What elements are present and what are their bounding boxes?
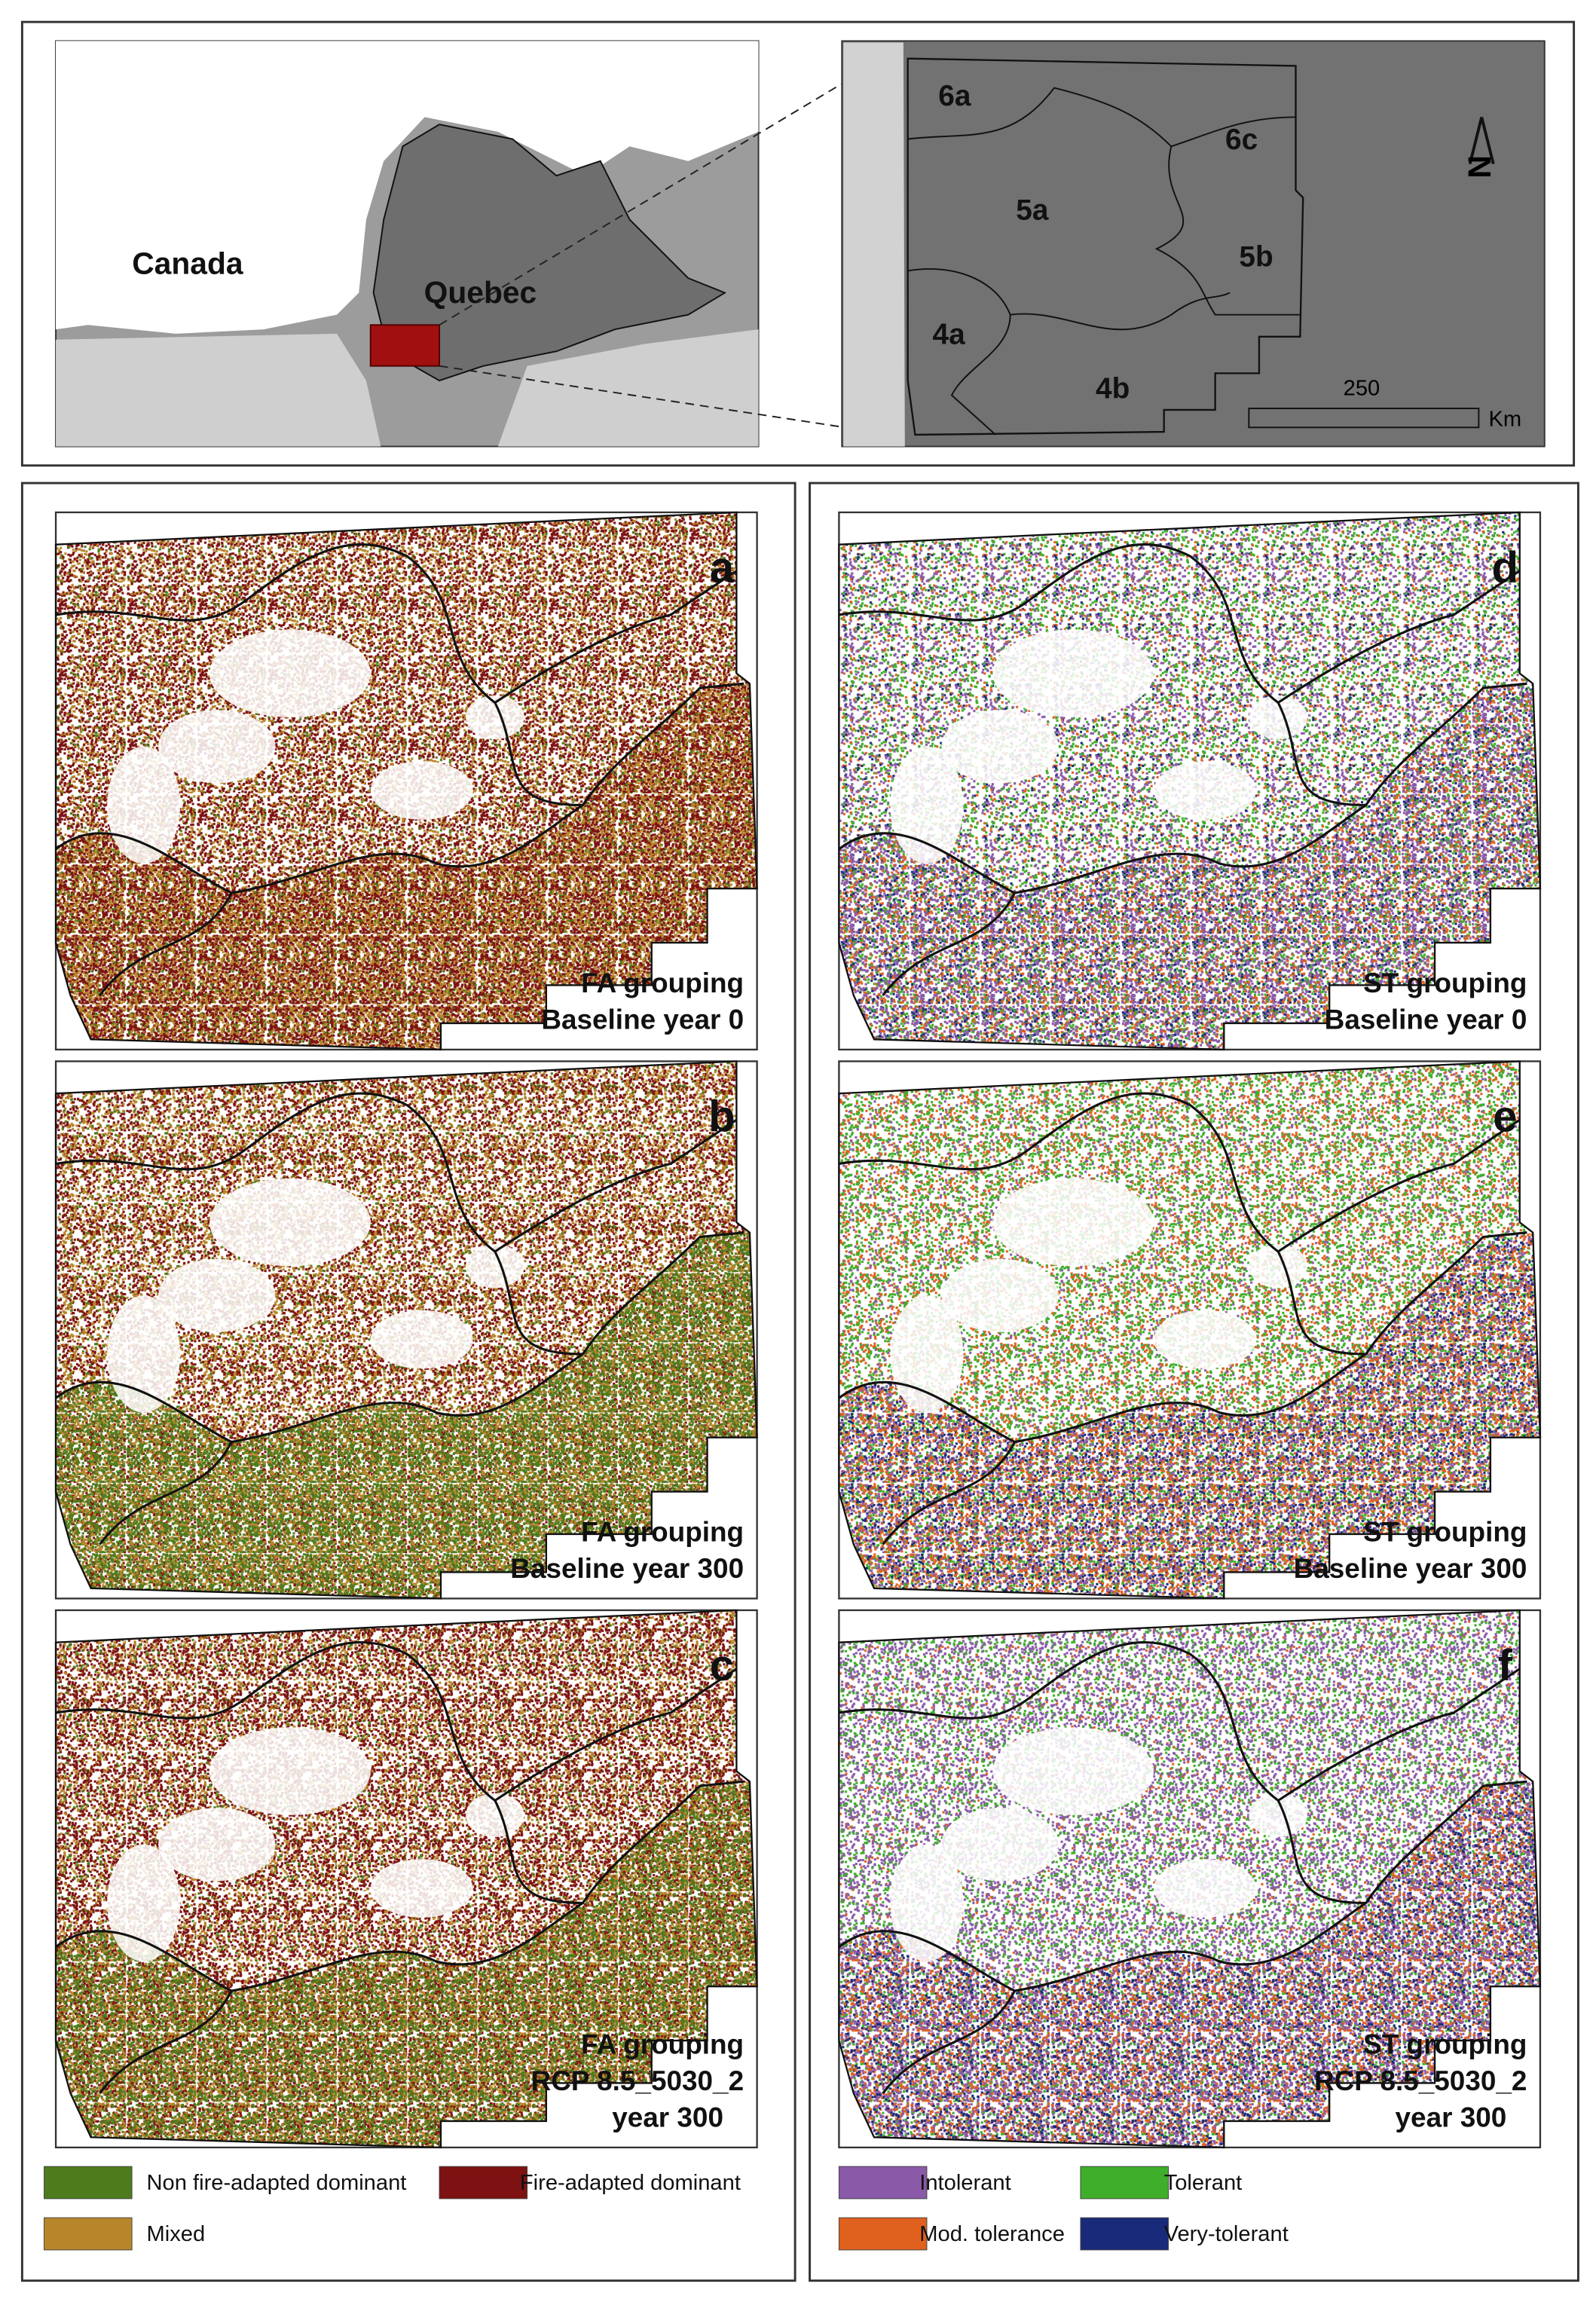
page: {"overview":{"labels":["Canada","Quebec"…	[0, 0, 1596, 2298]
figure: Canada Quebec 6a 5a 6c 5b 4a 4b N 250 Km…	[0, 0, 1596, 2298]
